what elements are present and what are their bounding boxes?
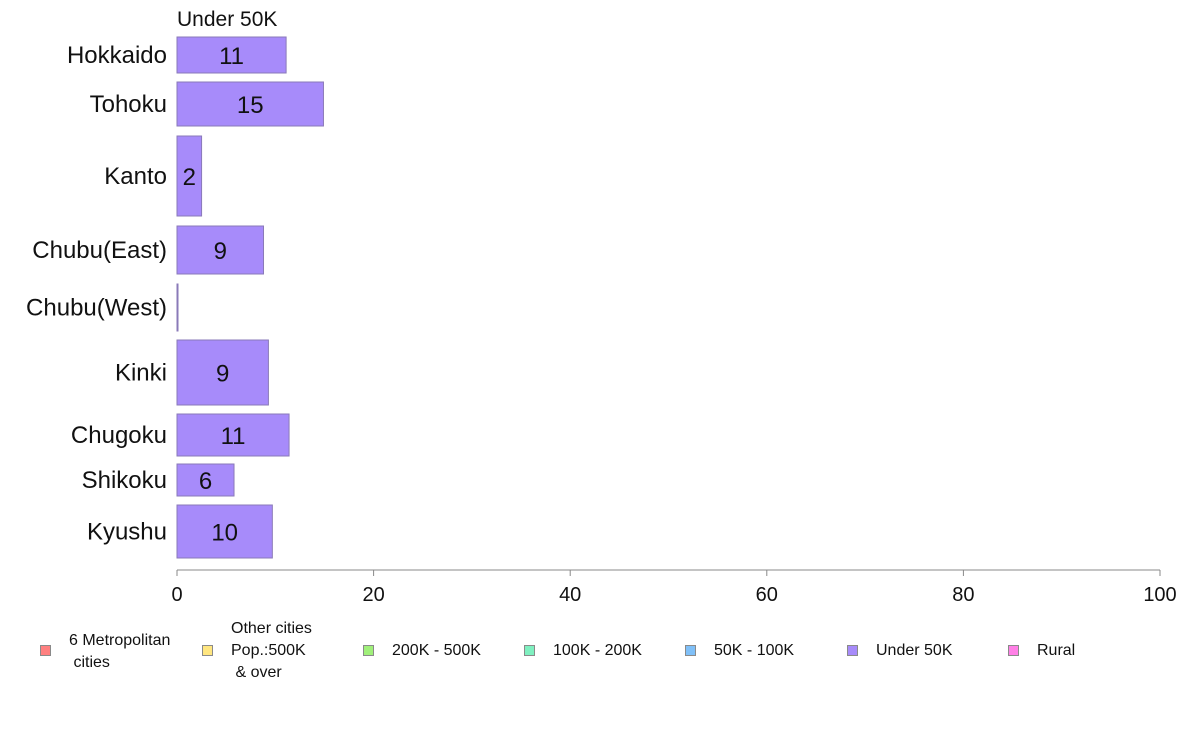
bar bbox=[176, 463, 235, 497]
data-label: 9 bbox=[216, 361, 229, 388]
legend-label: 200K - 500K bbox=[392, 642, 481, 659]
x-tick-label: 60 bbox=[756, 584, 778, 606]
bar bbox=[176, 81, 324, 127]
data-label: 10 bbox=[211, 520, 238, 547]
legend-label: Other cities Pop.:500K & over bbox=[231, 620, 312, 681]
x-tick-label: 80 bbox=[952, 584, 974, 606]
category-label: Chubu(West) bbox=[26, 295, 167, 322]
category-label: Hokkaido bbox=[67, 42, 167, 69]
legend-swatch bbox=[524, 645, 535, 656]
legend-swatch bbox=[847, 645, 858, 656]
legend-swatch bbox=[202, 645, 213, 656]
category-label: Shikoku bbox=[82, 467, 167, 494]
bar bbox=[176, 339, 269, 406]
legend-swatch bbox=[685, 645, 696, 656]
bar bbox=[176, 135, 203, 217]
legend: 6 Metropolitan cities Other cities Pop.:5… bbox=[0, 618, 1188, 698]
legend-label: 100K - 200K bbox=[553, 642, 642, 659]
chart: Under 50K Hokkaido 11 Tohoku 15 Kanto 2 Chubu(… bbox=[26, 8, 1177, 606]
category-label: Kanto bbox=[104, 163, 167, 190]
data-label: 15 bbox=[237, 92, 264, 119]
legend-label: Under 50K bbox=[876, 642, 953, 659]
data-label: 11 bbox=[221, 423, 246, 450]
category-label: Kyushu bbox=[87, 519, 167, 546]
legend-label: Rural bbox=[1037, 642, 1076, 659]
category-label: Tohoku bbox=[90, 91, 167, 118]
data-label: 6 bbox=[199, 468, 212, 495]
bar bbox=[176, 504, 273, 559]
legend-swatch bbox=[363, 645, 374, 656]
x-tick-label: 0 bbox=[171, 584, 182, 606]
category-label: Kinki bbox=[115, 360, 167, 387]
x-axis: 0 20 40 60 80 100 bbox=[171, 569, 1177, 606]
x-tick-label: 40 bbox=[559, 584, 581, 606]
legend-swatch bbox=[40, 645, 51, 656]
x-tick-label: 20 bbox=[362, 584, 384, 606]
x-tick-label: 100 bbox=[1143, 584, 1176, 606]
data-label: 9 bbox=[214, 238, 227, 265]
bar bbox=[176, 283, 179, 332]
category-label: Chugoku bbox=[71, 422, 167, 449]
legend-swatch bbox=[1008, 645, 1019, 656]
legend-label: 6 Metropolitan cities bbox=[69, 632, 171, 671]
data-label: 11 bbox=[219, 43, 244, 70]
category-label: Chubu(East) bbox=[32, 237, 167, 264]
bars: Hokkaido 11 Tohoku 15 Kanto 2 Chubu(East) 9 Chub… bbox=[26, 36, 324, 559]
chart-title: Under 50K bbox=[177, 8, 277, 31]
bar bbox=[176, 36, 287, 74]
data-label: 2 bbox=[183, 164, 196, 191]
legend-label: 50K - 100K bbox=[714, 642, 795, 659]
bar bbox=[176, 413, 290, 457]
bar bbox=[176, 225, 265, 275]
